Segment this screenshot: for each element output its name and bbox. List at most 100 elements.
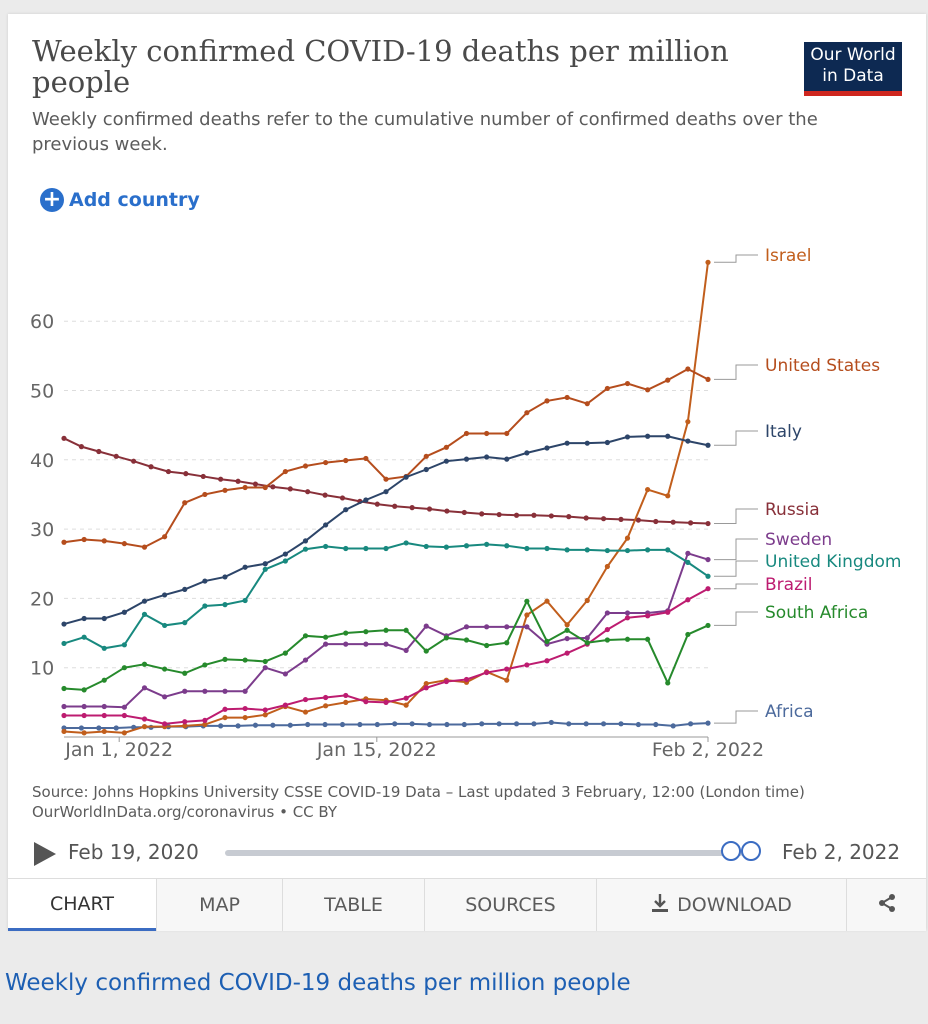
data-point-israel [423, 681, 429, 687]
data-point-united-states [705, 376, 711, 383]
data-point-brazil [403, 695, 409, 701]
data-point-africa [339, 721, 346, 728]
data-point-brazil [604, 626, 610, 633]
data-point-united-kingdom [222, 602, 228, 608]
data-point-south-africa [182, 670, 188, 676]
tab-map[interactable]: MAP [156, 879, 282, 931]
data-point-sweden [423, 623, 429, 629]
owid-logo[interactable]: Our World in Data [804, 42, 902, 96]
timeline-track[interactable] [225, 850, 743, 856]
data-point-africa [426, 721, 433, 728]
data-point-africa [218, 723, 224, 729]
data-point-italy [383, 489, 389, 495]
data-point-sweden [222, 688, 228, 694]
data-point-russia [670, 519, 676, 525]
data-point-sweden [282, 671, 288, 677]
data-point-africa [270, 722, 276, 728]
timeline: Feb 19, 2020 Feb 2, 2022 [32, 838, 912, 870]
data-point-israel [262, 712, 268, 718]
data-point-united-kingdom [302, 546, 309, 552]
tab-download[interactable]: DOWNLOAD [596, 879, 846, 931]
data-point-russia [566, 514, 572, 520]
data-point-sweden [302, 657, 309, 663]
data-point-south-africa [544, 638, 550, 644]
data-point-israel [101, 728, 107, 735]
tab-bar: CHART MAP TABLE SOURCES DOWNLOAD [8, 878, 926, 931]
data-point-united-kingdom [403, 540, 409, 546]
data-point-israel [705, 259, 711, 265]
chart-subtitle: Weekly confirmed deaths refer to the cum… [32, 109, 818, 155]
chart-title: Weekly confirmed COVID-19 deaths per mil… [32, 34, 729, 99]
data-point-israel [141, 724, 148, 730]
data-point-united-states [101, 538, 107, 544]
data-point-sweden [584, 635, 590, 641]
data-point-united-states [685, 366, 691, 372]
data-point-africa [374, 721, 380, 728]
data-point-brazil [645, 613, 651, 619]
data-point-south-africa [383, 627, 389, 633]
data-point-israel [182, 723, 188, 729]
tab-chart[interactable]: CHART [8, 879, 156, 931]
data-point-brazil [423, 685, 429, 691]
data-point-brazil [484, 669, 490, 676]
data-point-united-states [242, 484, 248, 491]
tab-chart-label: CHART [50, 892, 114, 915]
data-point-brazil [121, 712, 127, 719]
label-connector-brazil [714, 583, 758, 590]
data-point-africa [96, 725, 102, 731]
tab-sources[interactable]: SOURCES [424, 879, 596, 931]
source-line-2[interactable]: OurWorldInData.org/coronavirus • CC BY [32, 803, 338, 821]
data-point-united-states [262, 484, 268, 491]
data-point-united-kingdom [705, 573, 711, 579]
data-point-south-africa [242, 657, 248, 663]
data-point-russia [287, 486, 293, 492]
data-point-italy [202, 578, 208, 584]
data-point-united-kingdom [383, 545, 389, 552]
data-point-italy [484, 454, 490, 460]
series-line-italy [63, 435, 709, 626]
data-point-brazil [624, 615, 631, 621]
data-point-africa [392, 721, 398, 727]
data-point-italy [463, 456, 470, 462]
data-point-israel [524, 612, 530, 618]
data-point-south-africa [343, 630, 349, 636]
play-icon[interactable] [34, 842, 56, 866]
data-point-sweden [604, 610, 610, 616]
data-point-russia [409, 505, 415, 511]
series-label-africa: Africa [765, 702, 814, 722]
line-chart: 10 20 30 40 50 60 Jan 1, 2022 Jan 15, 2022 Feb 2… [30, 246, 901, 761]
data-point-south-africa [81, 687, 87, 693]
data-point-russia [270, 484, 276, 490]
data-point-united-kingdom [182, 620, 188, 626]
timeline-end-handle[interactable] [741, 841, 761, 861]
data-point-united-kingdom [443, 544, 449, 550]
data-point-africa [78, 725, 85, 731]
data-point-italy [685, 438, 691, 444]
tab-table[interactable]: TABLE [282, 879, 424, 931]
data-point-brazil [383, 699, 389, 705]
data-point-africa [531, 721, 537, 727]
data-point-italy [182, 586, 188, 592]
data-point-united-states [383, 476, 389, 482]
add-country-button[interactable]: + Add country [40, 188, 200, 212]
series-label-brazil: Brazil [765, 575, 812, 595]
data-point-italy [604, 439, 610, 446]
data-point-israel [564, 622, 570, 628]
data-point-africa [600, 721, 607, 727]
data-point-africa [287, 722, 293, 728]
chart-title-link[interactable]: Weekly confirmed COVID-19 deaths per mil… [5, 970, 631, 996]
data-point-united-states [182, 500, 188, 506]
data-point-sweden [403, 647, 409, 653]
data-point-russia [61, 435, 67, 441]
share-button[interactable] [846, 879, 926, 931]
data-point-israel [302, 709, 309, 715]
data-point-africa [357, 721, 363, 728]
data-point-united-kingdom [604, 547, 610, 554]
data-point-russia [339, 495, 346, 501]
series-label-italy: Italy [765, 422, 802, 442]
data-point-russia [235, 478, 241, 484]
data-point-united-kingdom [242, 597, 248, 604]
data-point-united-kingdom [564, 547, 570, 553]
label-connector-south-africa [714, 611, 758, 626]
timeline-start-handle[interactable] [721, 841, 741, 861]
